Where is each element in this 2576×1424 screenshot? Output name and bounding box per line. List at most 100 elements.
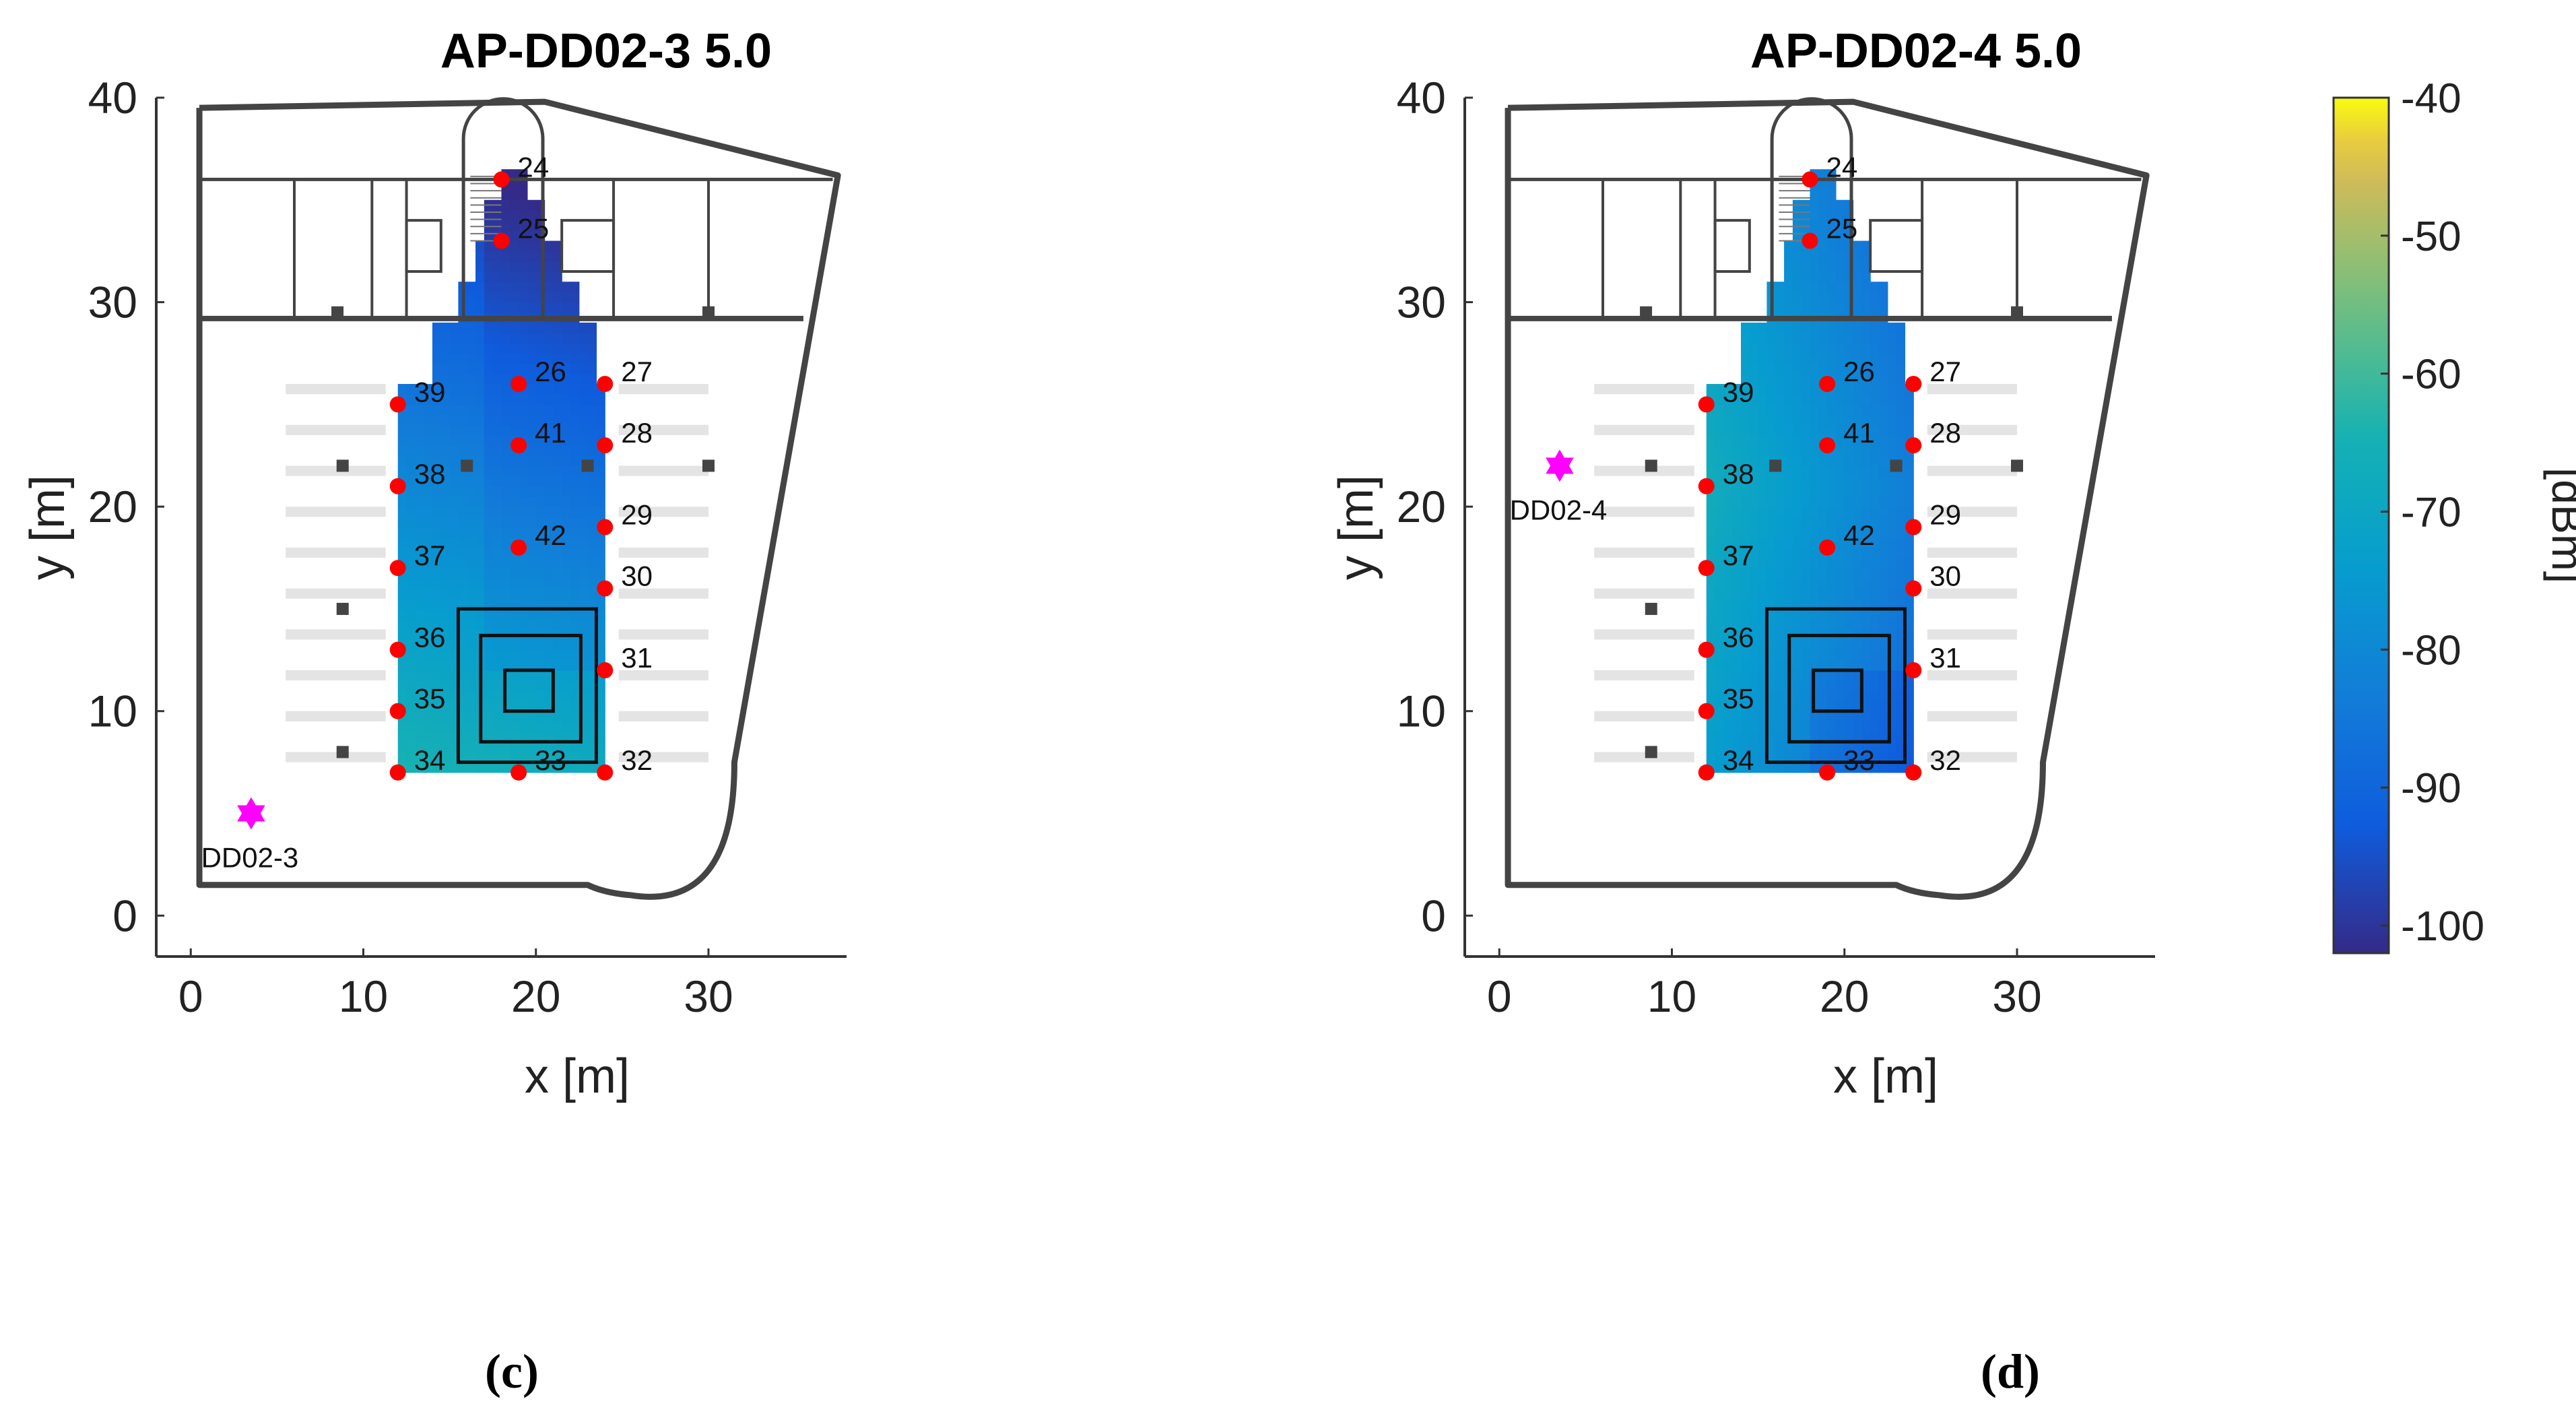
heatmap-cell xyxy=(596,598,605,610)
heatmap-cell xyxy=(1827,220,1837,231)
heatmap-cell xyxy=(553,424,562,436)
heatmap-cell xyxy=(432,649,442,661)
heatmap-cell xyxy=(562,486,571,497)
heatmap-cell xyxy=(415,670,424,681)
heatmap-cell xyxy=(596,701,605,712)
heatmap-cell xyxy=(587,568,597,579)
x-tick-label: 30 xyxy=(1992,971,2041,1021)
heatmap-cell xyxy=(1801,282,1811,292)
desk-row xyxy=(286,547,386,558)
heatmap-cell xyxy=(1741,659,1750,671)
heatmap-cell xyxy=(458,701,467,712)
heatmap-cell xyxy=(1827,404,1837,416)
heatmap-cell xyxy=(510,189,519,201)
heatmap-cell xyxy=(449,527,459,538)
heatmap-cell xyxy=(587,517,597,528)
heatmap-cell xyxy=(1766,752,1776,763)
heatmap-cell xyxy=(1766,363,1776,375)
heatmap-cell xyxy=(510,333,519,344)
heatmap-cell xyxy=(424,424,433,436)
heatmap-cell xyxy=(1879,619,1888,630)
heatmap-cell xyxy=(458,732,467,742)
heatmap-cell xyxy=(1775,619,1785,630)
heatmap-cell xyxy=(1715,394,1724,405)
heatmap-cell xyxy=(492,261,502,272)
access-point: DD02-3 xyxy=(201,797,298,874)
heatmap-cell xyxy=(467,486,476,497)
heatmap-cell xyxy=(1879,343,1888,354)
heatmap-cell xyxy=(1835,445,1845,456)
measurement-point xyxy=(493,171,510,188)
heatmap-cell xyxy=(544,343,554,354)
heatmap-cell xyxy=(1784,333,1793,344)
heatmap-cell xyxy=(553,732,562,742)
heatmap-cell xyxy=(1749,558,1759,569)
heatmap-cell xyxy=(1810,732,1819,742)
heatmap-cell xyxy=(449,353,459,364)
heatmap-cell xyxy=(1835,732,1845,742)
heatmap-cell xyxy=(1835,558,1845,569)
heatmap-cell xyxy=(1870,384,1880,395)
heatmap-cell xyxy=(449,690,459,702)
measurement-point-label: 34 xyxy=(1723,744,1754,776)
heatmap-cell xyxy=(1801,608,1811,620)
heatmap-cell xyxy=(484,343,494,354)
heatmap-cell xyxy=(1715,476,1724,487)
heatmap-cell xyxy=(1732,384,1742,395)
heatmap-cell xyxy=(1784,251,1793,262)
heatmap-cell xyxy=(562,414,571,426)
heatmap-cell xyxy=(1827,742,1837,753)
heatmap-cell xyxy=(544,373,554,385)
heatmap-cell xyxy=(1741,353,1750,364)
desk-row xyxy=(1594,670,1694,681)
measurement-point-label: 42 xyxy=(1843,519,1875,551)
heatmap-cell xyxy=(1818,619,1828,630)
measurement-point-label: 27 xyxy=(1929,356,1961,387)
heatmap-cell xyxy=(484,649,494,661)
heatmap-cell xyxy=(1758,547,1768,558)
heatmap-cell xyxy=(1749,762,1759,773)
heatmap-cell xyxy=(1879,711,1888,722)
desk-row xyxy=(286,465,386,476)
x-tick-label: 0 xyxy=(178,971,203,1021)
heatmap-cell xyxy=(1844,517,1854,528)
heatmap-cell xyxy=(510,209,519,221)
heatmap-cell xyxy=(406,711,416,722)
heatmap-cell xyxy=(1801,578,1811,589)
heatmap-cell xyxy=(492,445,502,456)
measurement-point xyxy=(1819,437,1836,454)
heatmap-cell xyxy=(1801,302,1811,313)
measurement-point-label: 26 xyxy=(535,356,566,387)
heatmap-cell xyxy=(406,527,416,538)
heatmap-cell xyxy=(1853,639,1862,651)
y-tick-label: 30 xyxy=(1397,278,1446,327)
heatmap-cell xyxy=(1853,742,1862,753)
heatmap-cell xyxy=(570,282,580,292)
heatmap-cell xyxy=(1732,762,1742,773)
heatmap-cell xyxy=(1870,404,1880,416)
measurement-point xyxy=(1905,764,1922,781)
heatmap-cell xyxy=(501,445,510,456)
heatmap-cell xyxy=(1723,455,1733,467)
heatmap-cell xyxy=(467,649,476,661)
heatmap-cell xyxy=(1853,373,1862,385)
heatmap-cell xyxy=(449,537,459,548)
heatmap-cell xyxy=(501,384,510,395)
heatmap-cell xyxy=(458,547,467,558)
desk-row xyxy=(1927,507,2017,517)
heatmap-cell xyxy=(1810,282,1819,292)
heatmap-cell xyxy=(415,701,424,712)
heatmap-cell xyxy=(1784,517,1793,528)
heatmap-cell xyxy=(415,598,424,610)
heatmap-cell xyxy=(1905,394,1914,405)
measurement-point xyxy=(1905,580,1922,597)
heatmap-cell xyxy=(1801,476,1811,487)
heatmap-cell xyxy=(535,353,546,364)
heatmap-cell xyxy=(475,527,485,538)
heatmap-cell xyxy=(458,527,467,538)
heatmap-cell xyxy=(501,547,510,558)
heatmap-cell xyxy=(1887,507,1897,517)
heatmap-cell xyxy=(1766,445,1776,456)
heatmap-cell xyxy=(553,476,562,487)
heatmap-cell xyxy=(1896,588,1906,600)
